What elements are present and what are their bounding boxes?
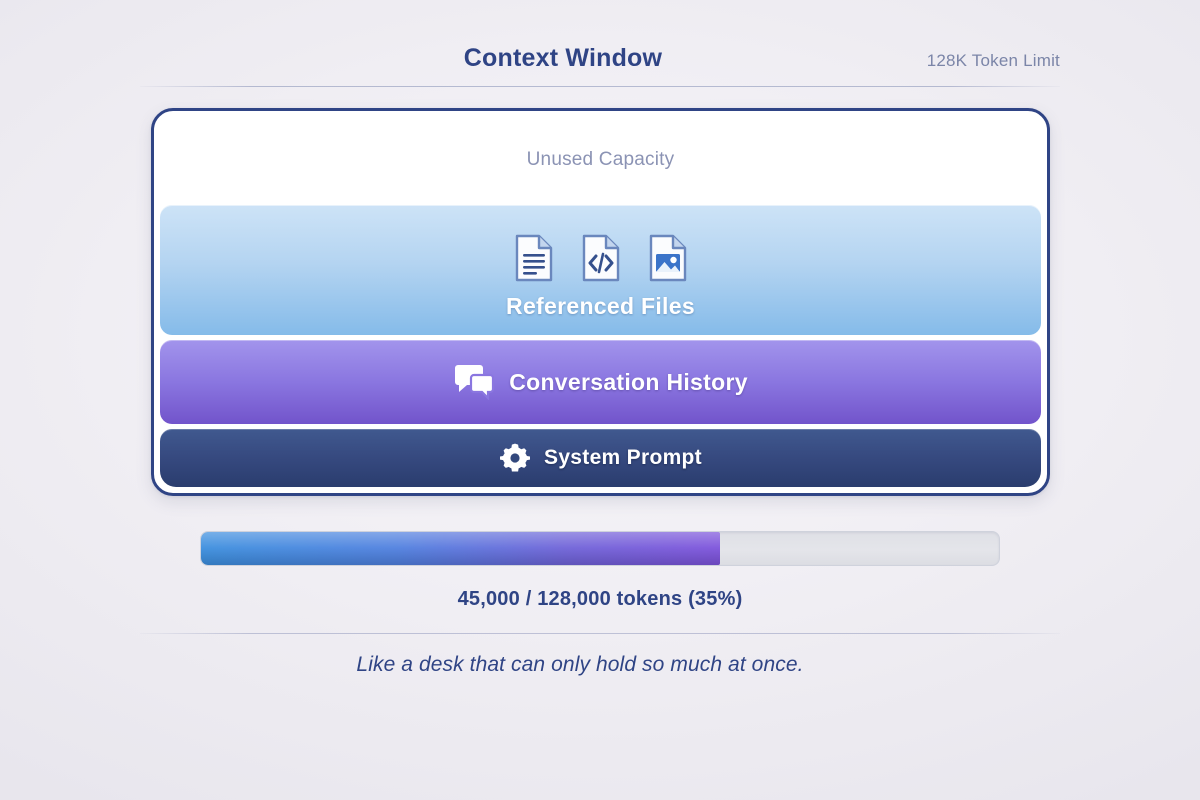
unused-capacity-label: Unused Capacity (526, 149, 675, 170)
band-label-referenced-files: Referenced Files (506, 293, 695, 319)
document-file-icon (514, 234, 554, 282)
header: Context Window 128K Token Limit (140, 44, 1060, 90)
token-count-label: 45,000 / 128,000 tokens (35%) (457, 588, 743, 610)
band-label-conversation-history: Conversation History (509, 368, 748, 395)
chat-bubbles-icon (453, 364, 495, 400)
footer-divider (140, 633, 1060, 634)
page-title: Context Window (463, 44, 663, 72)
token-limit-label: 128K Token Limit (926, 51, 1060, 70)
header-divider (140, 86, 1060, 87)
token-usage-progress-fill (201, 532, 720, 565)
gear-icon (499, 442, 531, 474)
band-system-prompt[interactable]: System Prompt (160, 429, 1041, 487)
band-conversation-history[interactable]: Conversation History (160, 340, 1041, 424)
context-card: Unused Capacity (151, 108, 1050, 496)
code-file-icon (581, 234, 621, 282)
context-bands: Referenced Files Conversation History (154, 200, 1047, 493)
token-usage-progress-bar[interactable] (200, 531, 1000, 566)
footer-caption: Like a desk that can only hold so much a… (356, 653, 804, 676)
file-icon-group (514, 234, 688, 282)
band-referenced-files[interactable]: Referenced Files (160, 205, 1041, 335)
image-file-icon (648, 234, 688, 282)
band-label-system-prompt: System Prompt (544, 446, 702, 469)
